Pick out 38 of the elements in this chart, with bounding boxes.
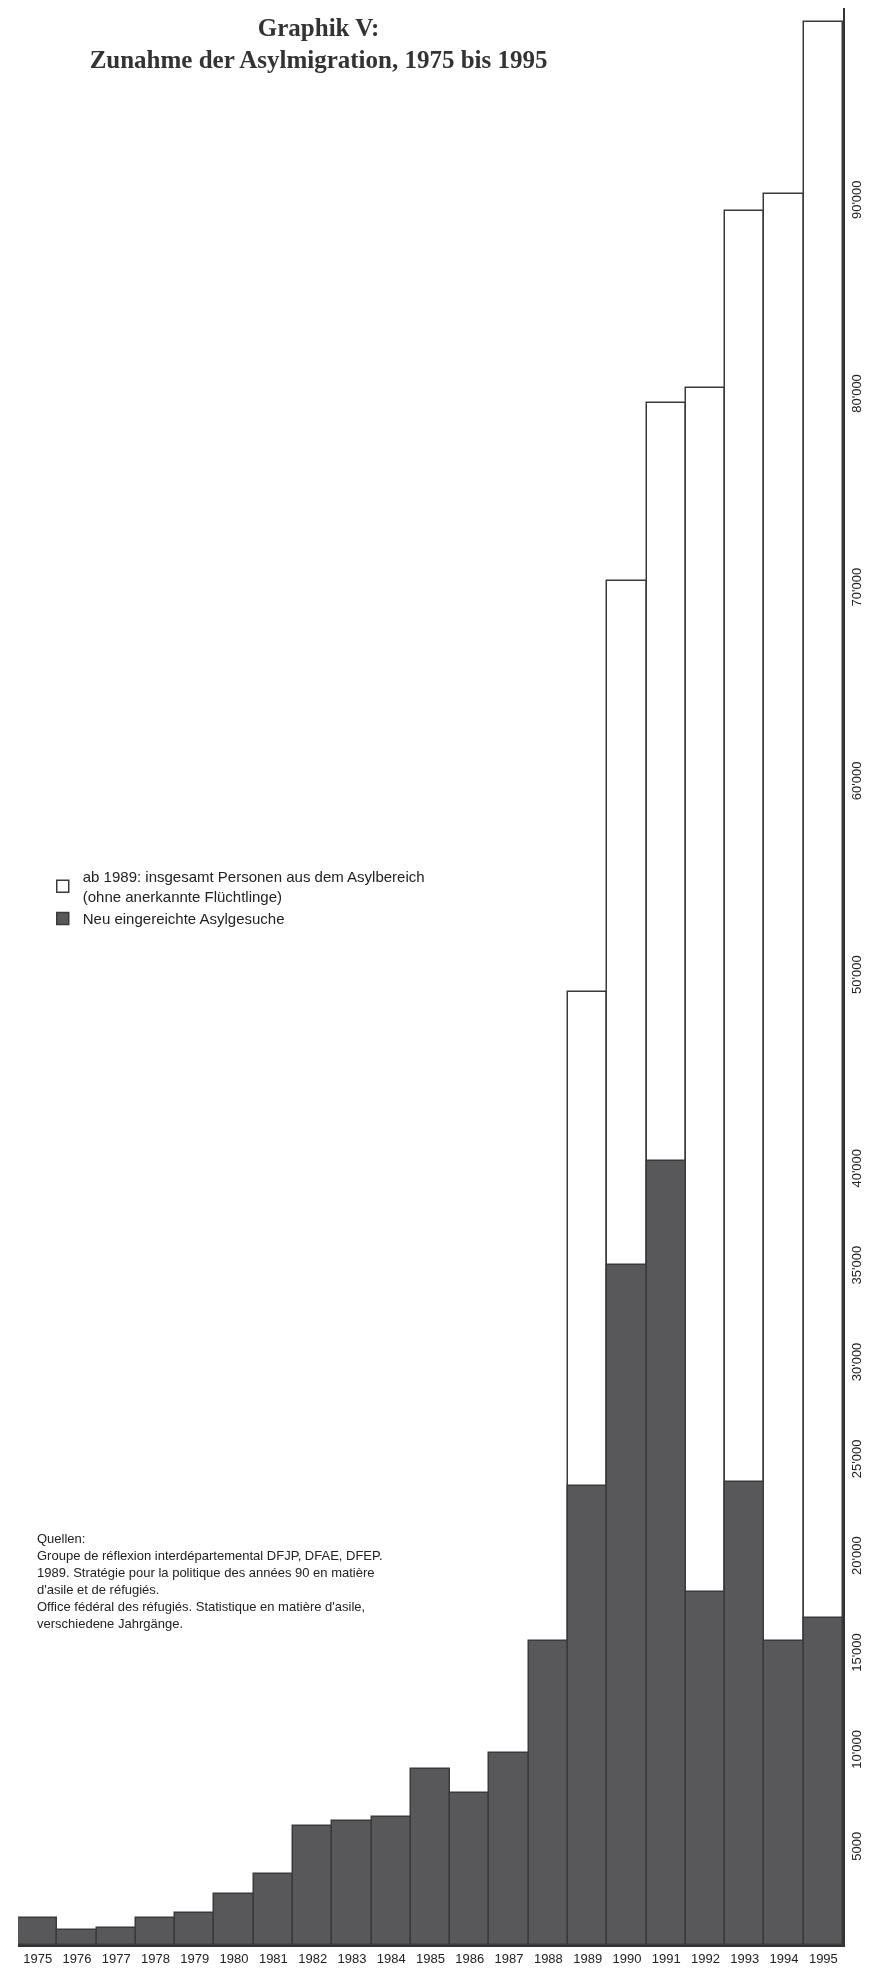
- y-tick-label: 60'000: [848, 761, 864, 801]
- x-tick-label: 1982: [298, 1950, 328, 1966]
- x-tick-label: 1987: [494, 1950, 524, 1966]
- y-tick-label: 15'000: [848, 1633, 864, 1672]
- legend-label: ab 1989: insgesamt Personen aus dem Asylbereich (ohne anerkannte Flüchtlinge): [82, 868, 425, 905]
- x-tick-label: 1990: [612, 1950, 642, 1966]
- y-tick-label: 25'000: [848, 1439, 864, 1479]
- x-tick-label: 1978: [141, 1950, 170, 1966]
- y-tick-label: 10'000: [848, 1730, 864, 1769]
- y-tick-label: 70'000: [848, 567, 864, 607]
- y-tick-label: 50'000: [848, 955, 864, 994]
- x-tick-label: 1986: [455, 1950, 485, 1966]
- y-tick-label: 30'000: [848, 1342, 864, 1382]
- x-tick-label: 1994: [769, 1950, 799, 1966]
- x-tick-label: 1977: [101, 1950, 131, 1966]
- x-tick-label: 1988: [533, 1950, 563, 1966]
- x-tick-label: 1992: [691, 1950, 720, 1966]
- annotation: Quellen: Groupe de réflexion interdépartemental DFJP, DFAE, DFEP. 1989. Stratégie pour la politique des années 90 en matière d'asile et de réfugiés. Office fédéral des réfugiés. Statistique en matière d'asile, verschiedene Jahrgänge.: [37, 1531, 383, 1631]
- x-tick-label: 1976: [62, 1950, 92, 1966]
- x-tick-label: 1981: [258, 1950, 288, 1966]
- legend-label: Neu eingereichte Asylgesuche: [82, 910, 285, 928]
- y-tick-label: 40'000: [848, 1148, 864, 1188]
- x-tick-label: 1993: [730, 1950, 760, 1966]
- x-tick-label: 1991: [651, 1950, 681, 1966]
- x-tick-label: 1984: [376, 1950, 406, 1966]
- y-tick-label: 5000: [848, 1831, 864, 1861]
- y-tick-label: 35'000: [848, 1245, 864, 1285]
- x-tick-label: 1975: [23, 1950, 53, 1966]
- x-tick-label: 1980: [219, 1950, 249, 1966]
- x-tick-label: 1979: [180, 1950, 210, 1966]
- x-tick-label: 1989: [573, 1950, 603, 1966]
- text: Graphik V: Zunahme der Asylmigration, 1975 bis 1995: [89, 13, 548, 74]
- y-tick-label: 90'000: [848, 180, 864, 220]
- x-tick-label: 1995: [808, 1950, 838, 1966]
- x-tick-label: 1983: [337, 1950, 367, 1966]
- y-tick-label: 80'000: [848, 374, 864, 413]
- x-tick-label: 1985: [416, 1950, 445, 1966]
- y-tick-label: 20'000: [848, 1536, 864, 1575]
